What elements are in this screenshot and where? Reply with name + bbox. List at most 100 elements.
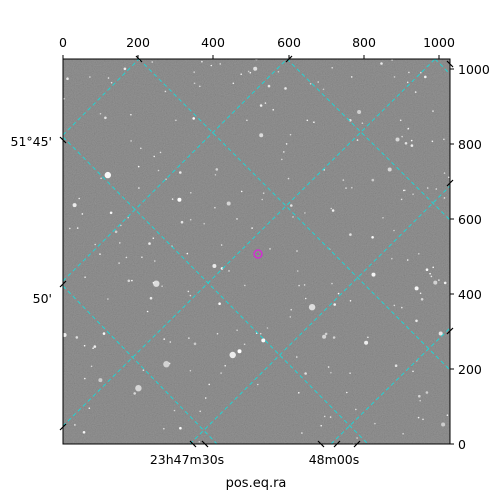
- star: [203, 222, 205, 225]
- star: [131, 279, 133, 282]
- star: [163, 361, 170, 368]
- star: [214, 206, 216, 209]
- star: [289, 316, 292, 318]
- star: [399, 119, 402, 122]
- star: [107, 298, 109, 300]
- star: [243, 343, 246, 346]
- star: [216, 332, 219, 335]
- star: [309, 83, 312, 85]
- right-tick-label: 800: [458, 137, 482, 152]
- star: [114, 230, 118, 234]
- star: [199, 410, 201, 413]
- star: [146, 310, 149, 313]
- star: [425, 391, 429, 394]
- star: [214, 174, 217, 176]
- star: [401, 306, 403, 309]
- star: [393, 76, 396, 78]
- star: [414, 91, 417, 93]
- grid-edge-tick: [59, 136, 67, 144]
- star-field: [63, 59, 450, 444]
- star: [192, 117, 195, 120]
- star: [240, 73, 242, 75]
- star: [215, 168, 219, 171]
- top-tick-label: 200: [126, 35, 150, 50]
- star: [186, 252, 189, 255]
- right-tick-label: 200: [458, 362, 482, 377]
- grid-edge-tick: [317, 440, 325, 448]
- star: [93, 345, 97, 348]
- star: [350, 76, 353, 78]
- wcs-grid-lines: [63, 59, 450, 444]
- dec-tick-label: 50': [33, 291, 52, 306]
- star: [151, 61, 153, 63]
- star: [443, 197, 446, 199]
- grid-edge-tick: [189, 440, 197, 448]
- grid-line: [63, 285, 218, 444]
- star: [380, 62, 383, 65]
- star: [98, 378, 103, 383]
- ra-tick-label: 23h47m30s: [150, 452, 224, 467]
- star: [304, 297, 307, 300]
- star: [118, 262, 120, 264]
- star: [438, 279, 440, 281]
- star: [438, 331, 443, 336]
- star: [430, 275, 433, 278]
- star: [261, 198, 264, 201]
- star: [330, 207, 333, 210]
- star: [63, 333, 67, 337]
- star: [356, 139, 359, 141]
- star: [157, 169, 160, 172]
- star: [236, 218, 238, 220]
- grid-edge-tick: [446, 327, 454, 335]
- star: [412, 193, 414, 195]
- top-tick-label: 1000: [423, 35, 455, 50]
- star: [337, 292, 340, 295]
- right-tick-label: 600: [458, 212, 482, 227]
- star: [387, 167, 392, 172]
- star: [92, 347, 94, 350]
- star: [240, 190, 243, 193]
- grid-edge-tick: [285, 55, 293, 63]
- star: [102, 332, 106, 335]
- star: [374, 422, 376, 425]
- star: [159, 151, 162, 154]
- image-panel: [62, 58, 451, 445]
- star: [257, 383, 259, 386]
- star: [342, 179, 345, 181]
- star: [84, 377, 86, 380]
- star: [406, 81, 409, 84]
- star: [100, 177, 102, 180]
- star: [432, 266, 435, 269]
- star: [281, 158, 283, 161]
- star: [188, 337, 190, 339]
- star: [76, 227, 79, 229]
- star: [180, 220, 184, 224]
- star: [407, 127, 410, 130]
- star: [327, 366, 330, 368]
- star: [247, 70, 250, 73]
- star: [446, 414, 449, 417]
- star: [107, 77, 110, 79]
- star: [168, 362, 171, 365]
- star: [251, 227, 253, 229]
- star: [152, 237, 155, 239]
- star: [261, 338, 266, 343]
- star: [349, 233, 352, 236]
- star: [351, 186, 353, 189]
- star: [264, 102, 267, 104]
- star: [224, 365, 226, 367]
- star: [140, 147, 142, 150]
- star: [292, 216, 294, 218]
- star: [127, 216, 129, 219]
- star: [72, 203, 77, 208]
- star: [361, 122, 364, 124]
- star: [408, 71, 410, 74]
- star: [253, 66, 258, 71]
- right-tick-label: 0: [458, 437, 466, 452]
- star: [424, 75, 427, 79]
- star: [433, 280, 438, 285]
- star: [163, 338, 165, 340]
- star: [364, 340, 369, 345]
- grid-line: [63, 136, 369, 444]
